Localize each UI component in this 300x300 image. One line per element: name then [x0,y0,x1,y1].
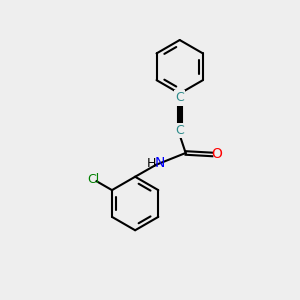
Text: Cl: Cl [87,173,100,186]
Text: N: N [154,156,165,170]
Text: H: H [147,157,156,170]
Text: C: C [175,124,184,137]
Text: C: C [175,92,184,104]
Text: O: O [212,148,222,161]
